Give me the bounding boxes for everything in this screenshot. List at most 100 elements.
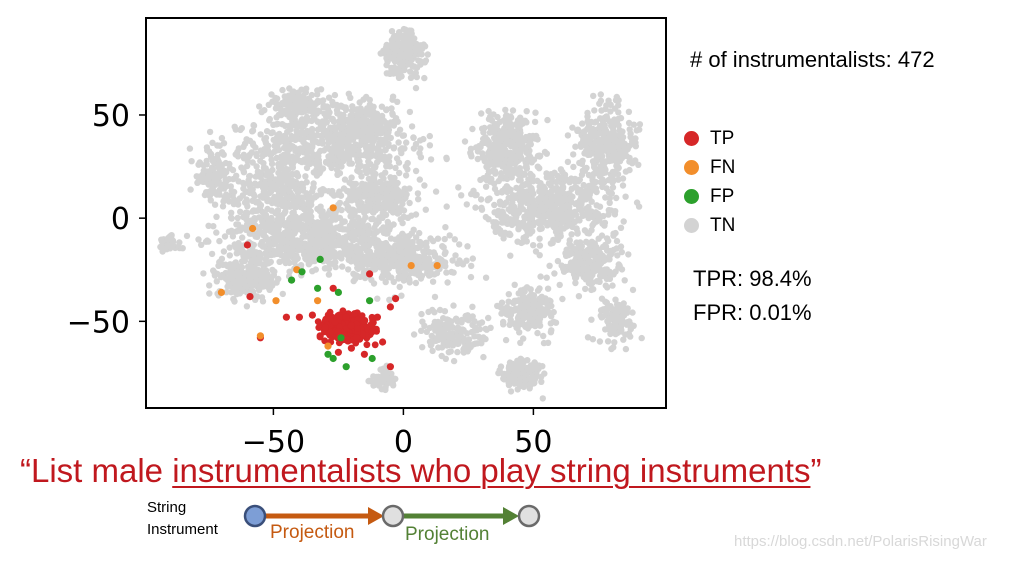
tn-point [596,278,603,285]
tn-point [249,186,256,193]
tn-point [406,276,413,283]
tn-point [425,308,432,316]
tn-point [206,168,213,175]
tn-point [228,209,235,216]
tn-point [496,198,504,205]
tn-point [264,281,272,288]
tn-point [553,228,561,235]
tn-point [512,215,519,222]
tn-point [418,310,425,318]
tn-point [519,238,527,245]
tn-point [478,319,486,326]
tn-point [421,74,428,82]
tn-point [523,284,531,291]
tn-point [551,270,558,277]
tn-point [550,318,557,325]
tn-point [538,373,545,380]
tn-point [188,158,195,165]
tn-point [597,163,605,170]
tn-point [315,159,323,167]
tn-point [216,237,223,245]
tn-point [402,163,410,170]
tn-point [416,244,423,251]
tn-point [582,273,589,280]
tn-point [508,174,515,181]
tn-point [345,266,352,273]
tn-point [266,246,273,253]
tn-point [596,338,604,345]
tn-point [503,151,510,158]
tn-point [508,308,516,315]
tn-point [395,194,402,201]
tn-point [302,173,309,180]
tn-point [296,216,303,223]
tn-point [507,388,515,395]
tn-point [251,279,258,287]
tn-point [503,304,511,311]
tn-point [442,321,450,328]
tn-point [585,230,593,237]
tn-point [618,248,625,256]
tn-point [511,281,518,288]
tn-point [572,143,579,150]
tn-point [497,174,505,181]
tn-point [454,340,461,347]
tn-point [293,153,300,160]
tn-point [195,178,202,185]
tn-point [397,254,405,262]
tn-point [611,339,618,346]
tn-point [441,308,449,315]
tn-point [591,107,598,114]
tn-point [404,252,411,259]
tn-point [596,129,603,137]
tn-point [591,133,598,140]
tn-point [195,173,202,180]
tn-point [625,119,633,127]
tn-point [262,140,270,147]
tn-point [247,259,255,266]
tn-point [334,171,341,178]
tn-point [548,327,555,334]
tn-point [220,140,228,147]
tn-point [416,258,423,265]
tn-point [211,177,218,185]
tn-point [443,203,450,210]
tn-point [289,240,296,247]
tn-point [294,242,302,249]
tn-point [498,299,506,306]
tn-point [485,314,492,322]
tn-point [526,220,533,228]
tn-point [223,289,230,296]
tn-point [619,175,627,182]
tn-point [230,188,238,196]
tn-point [388,179,395,186]
tn-point [610,246,617,254]
tn-point [246,137,254,144]
tn-point [349,218,356,226]
tn-point [554,189,562,196]
tn-point [371,224,378,232]
tn-point [514,238,521,245]
tn-point [610,306,618,313]
tn-point [330,233,337,240]
tn-point [619,182,627,189]
tn-point [478,110,485,117]
tn-point [615,102,622,109]
tn-point [258,108,265,116]
tn-point [522,180,529,188]
tn-point [537,304,544,311]
tn-point [408,230,415,237]
tn-point [548,200,556,208]
tn-point [589,222,596,229]
tn-point [537,273,544,280]
tn-point [380,369,387,376]
tn-point [395,159,403,166]
tn-point [301,225,309,232]
tn-point [224,283,231,290]
tn-point [572,279,579,287]
tn-point [280,101,288,108]
tn-point [195,236,202,243]
tn-point [238,224,245,231]
tn-point [430,237,437,245]
tn-point [585,171,593,179]
